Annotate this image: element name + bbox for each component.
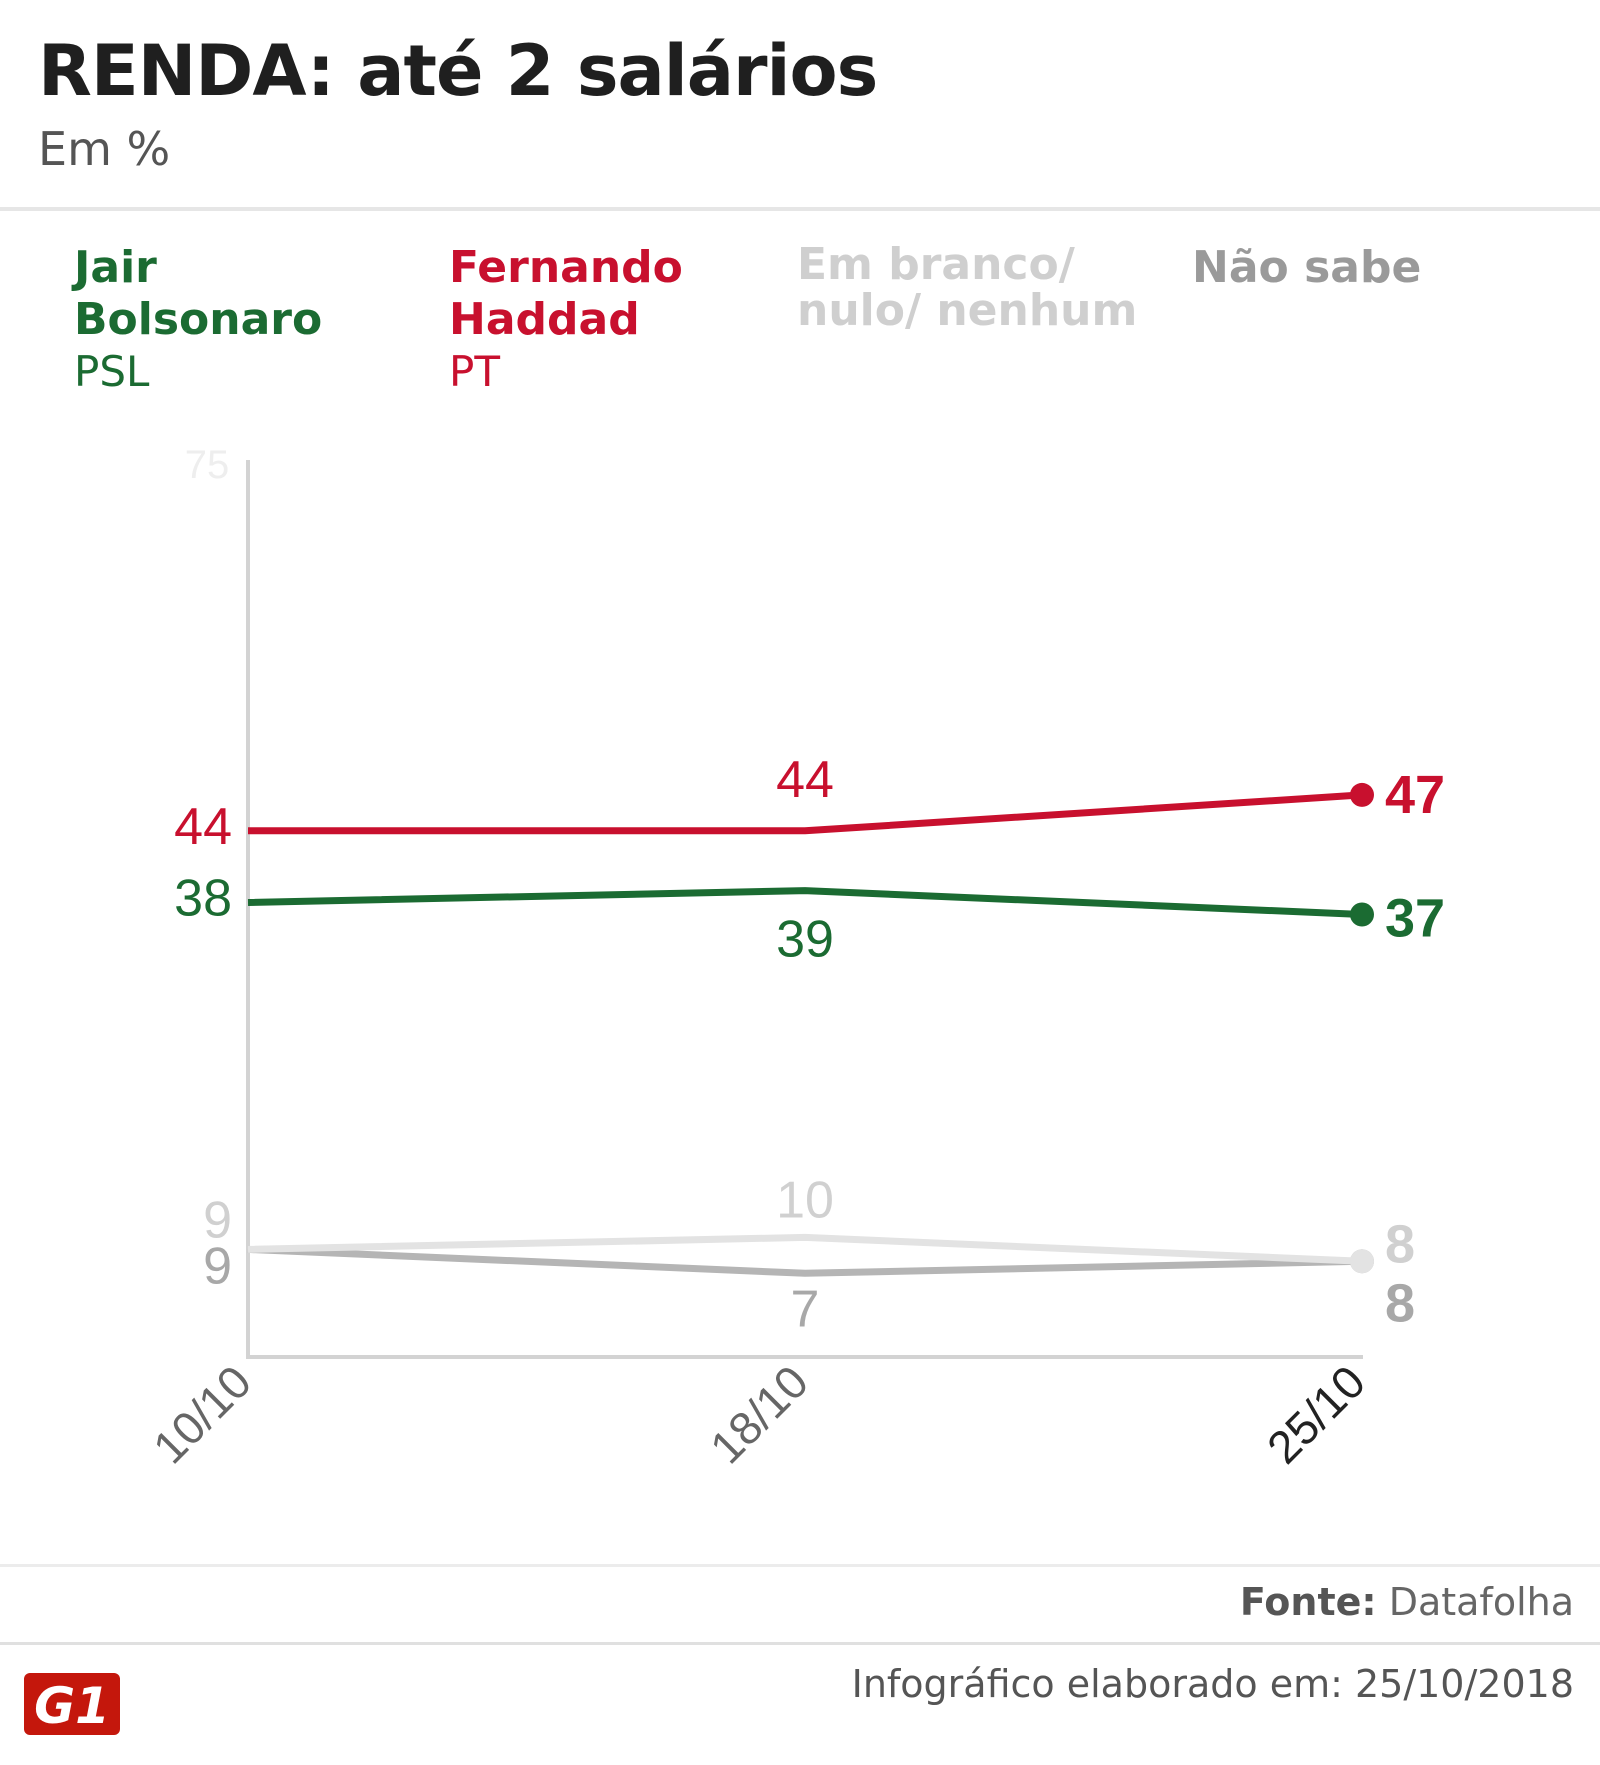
footer-divider bbox=[0, 1564, 1600, 1567]
series-line-naosabe bbox=[247, 1245, 1363, 1277]
legend-bolsonaro-name-2: Bolsonaro bbox=[74, 294, 323, 345]
footer-divider-2 bbox=[0, 1642, 1600, 1645]
legend-bolsonaro: Jair Bolsonaro PSL bbox=[74, 242, 374, 398]
series-line-bolsonaro bbox=[247, 887, 1363, 918]
x-tick-label-2: 18/10 bbox=[700, 1355, 818, 1473]
value-label-haddad-end: 47 bbox=[1385, 765, 1445, 825]
legend-branco-name-2: nulo/ nenhum bbox=[797, 285, 1138, 336]
legend-haddad-name-2: Haddad bbox=[449, 294, 640, 345]
value-label-bolsonaro-start: 38 bbox=[174, 870, 232, 928]
value-label-bolsonaro-end: 37 bbox=[1385, 889, 1445, 949]
svg-text:G1: G1 bbox=[34, 1677, 110, 1735]
end-point-branco bbox=[1350, 1249, 1374, 1274]
x-tick-label-3: 25/10 bbox=[1257, 1355, 1375, 1473]
end-point-haddad bbox=[1350, 782, 1374, 807]
source-label: Fonte: bbox=[1239, 1580, 1377, 1624]
value-label-naosabe-start: 9 bbox=[203, 1237, 232, 1295]
chart-title: RENDA: até 2 salários bbox=[38, 30, 878, 112]
value-label-branco-mid: 10 bbox=[776, 1171, 834, 1229]
value-label-branco-start: 9 bbox=[203, 1191, 232, 1249]
series-line-haddad bbox=[248, 791, 1363, 835]
legend-naosabe: Não sabe bbox=[1192, 242, 1492, 294]
value-label-haddad-mid: 44 bbox=[776, 751, 834, 809]
value-label-haddad-start: 44 bbox=[174, 798, 232, 856]
y-top-tick-label: 75 bbox=[185, 443, 230, 487]
g1-logo: G1 bbox=[24, 1673, 120, 1735]
line-chart: 75 44 44 47 38 39 37 9 10 8 9 7 8 10/10 18/10 25/10 bbox=[143, 443, 1445, 1473]
source-value: Datafolha bbox=[1388, 1580, 1574, 1624]
legend-branco-name-1: Em branco/ bbox=[797, 239, 1075, 290]
end-point-bolsonaro bbox=[1350, 902, 1374, 927]
credit-note: Infográfico elaborado em: 25/10/2018 bbox=[851, 1662, 1574, 1706]
legend-haddad: Fernando Haddad PT bbox=[449, 242, 749, 398]
value-label-naosabe-end: 8 bbox=[1385, 1273, 1415, 1333]
legend-haddad-name-1: Fernando bbox=[449, 242, 683, 293]
value-label-branco-end: 8 bbox=[1385, 1214, 1415, 1274]
legend-branco: Em branco/ nulo/ nenhum bbox=[797, 242, 1157, 334]
x-tick-label-1: 10/10 bbox=[143, 1355, 261, 1473]
chart-subtitle: Em % bbox=[38, 122, 171, 176]
source-note: Fonte: Datafolha bbox=[1240, 1580, 1574, 1624]
header-divider bbox=[0, 207, 1600, 211]
legend-bolsonaro-name-1: Jair bbox=[74, 242, 157, 293]
value-label-naosabe-mid: 7 bbox=[791, 1280, 820, 1338]
legend-haddad-party: PT bbox=[449, 347, 500, 396]
series-line-branco bbox=[247, 1233, 1363, 1265]
legend-bolsonaro-party: PSL bbox=[74, 347, 150, 396]
value-label-bolsonaro-mid: 39 bbox=[776, 911, 834, 969]
legend-naosabe-name: Não sabe bbox=[1192, 242, 1422, 293]
